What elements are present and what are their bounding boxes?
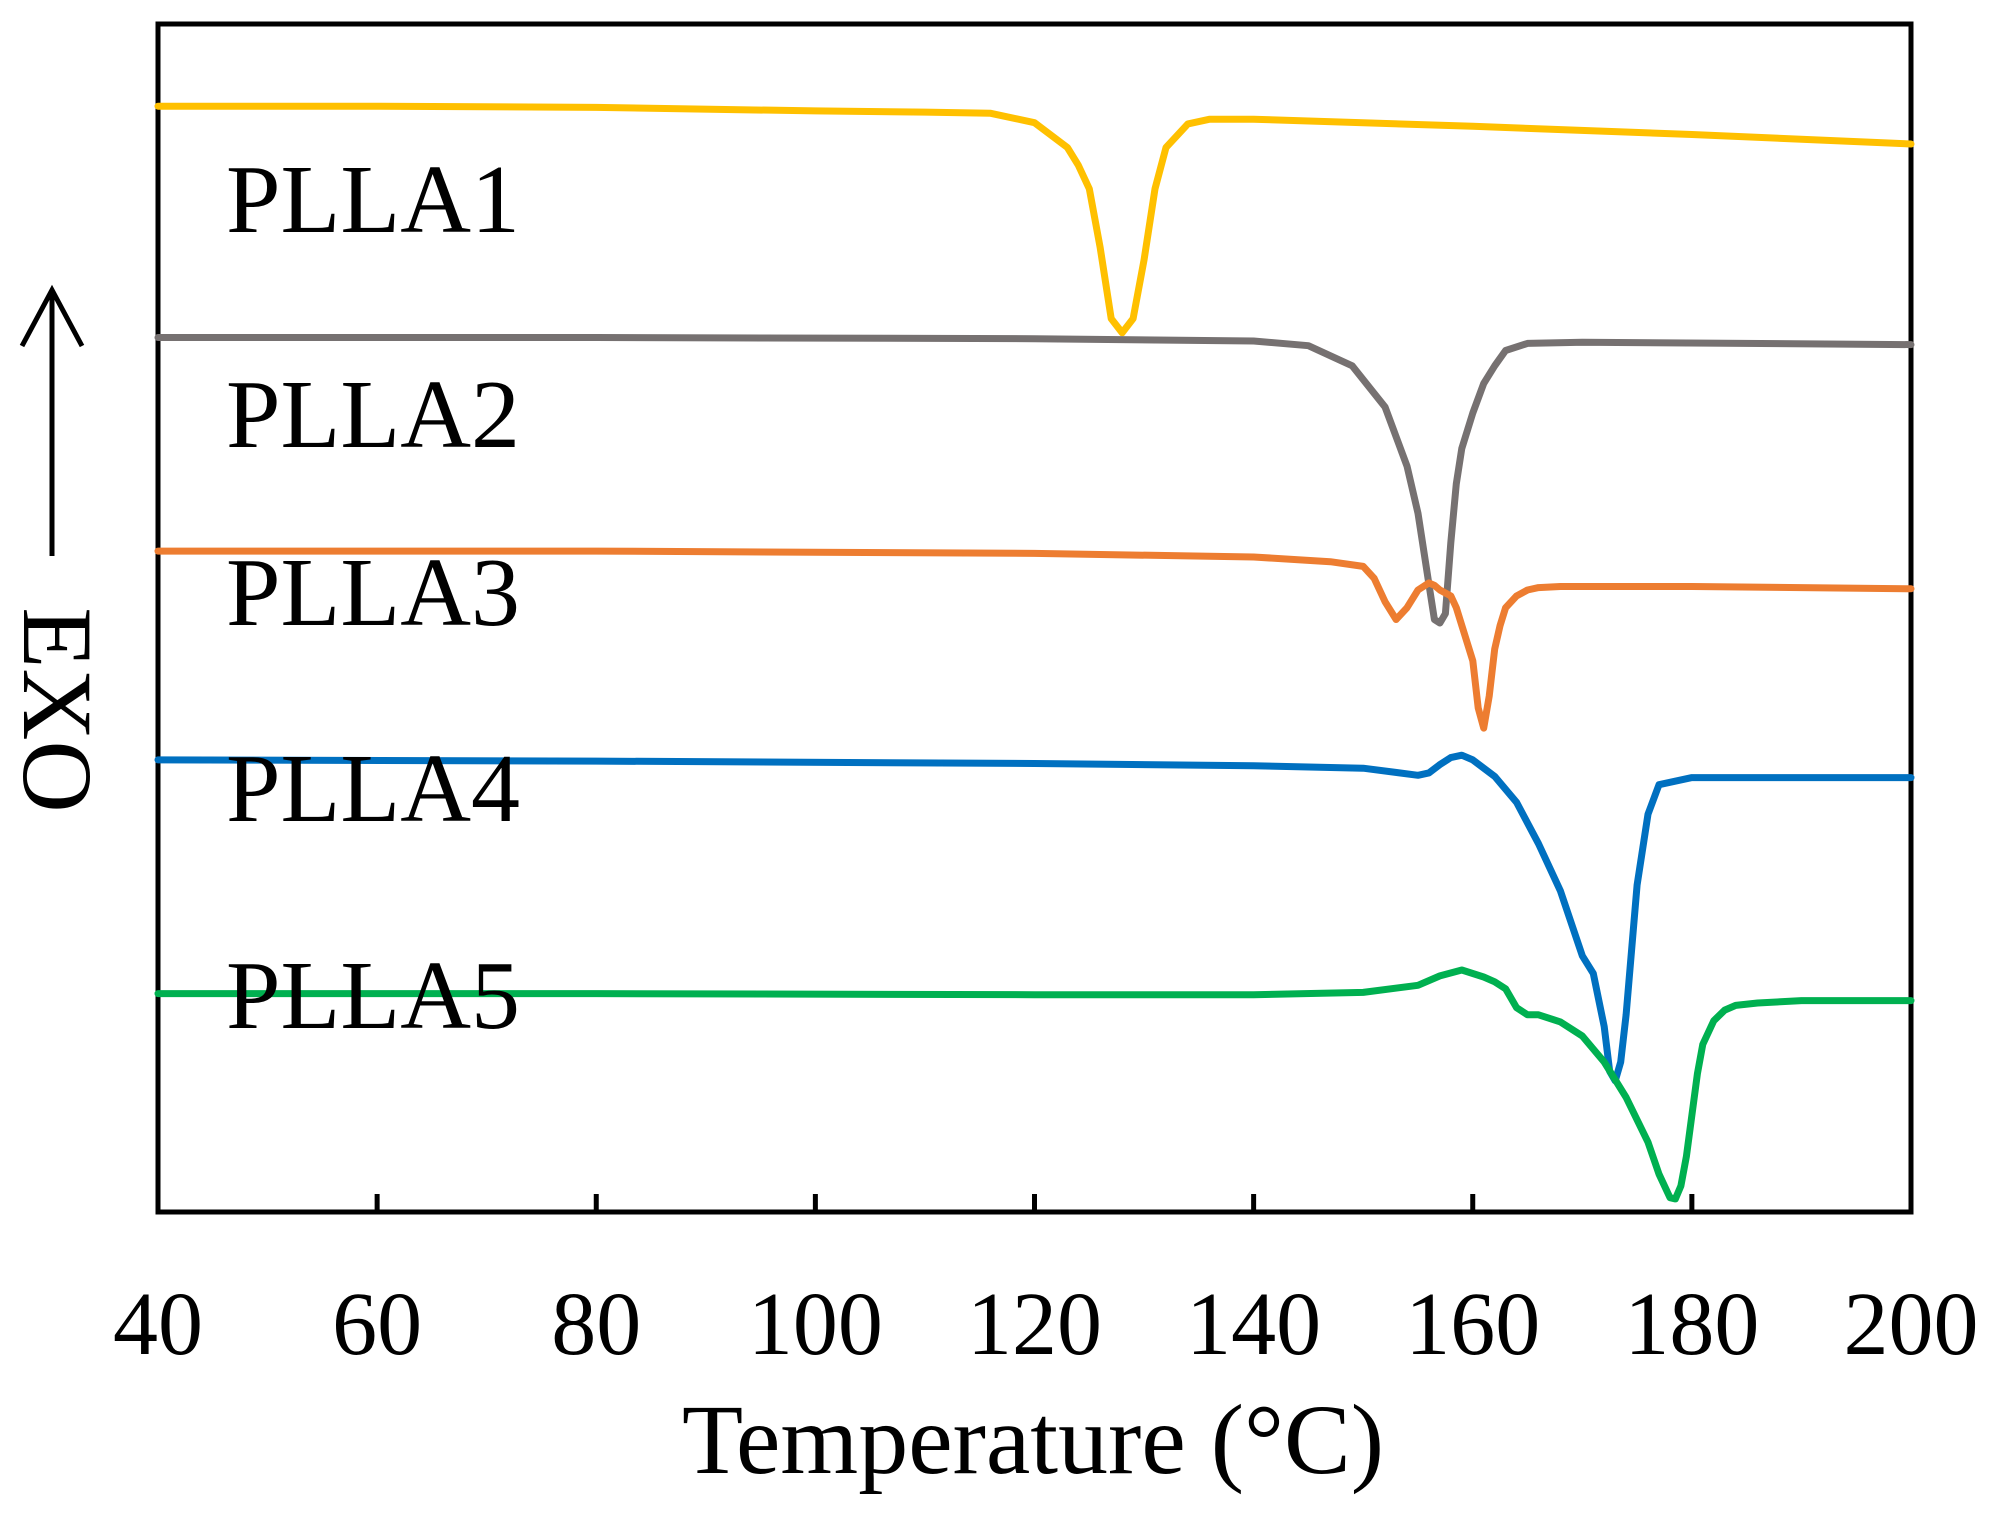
x-axis-title: Temperature (°C) <box>682 1384 1384 1495</box>
x-tick-label: 100 <box>748 1275 883 1374</box>
x-tick-label: 180 <box>1624 1275 1759 1374</box>
series-label-plla4: PLLA4 <box>226 735 520 843</box>
y-axis-title: EXO <box>2 607 113 813</box>
x-tick-label: 160 <box>1405 1275 1540 1374</box>
series-labels: PLLA1 PLLA2 PLLA3 PLLA4 PLLA5 <box>226 146 520 1050</box>
x-tick-label: 140 <box>1186 1275 1321 1374</box>
x-tick-label: 40 <box>113 1275 203 1374</box>
y-axis-label: EXO <box>2 284 113 813</box>
series-label-plla5: PLLA5 <box>226 942 520 1050</box>
series-line-plla4 <box>154 751 1915 1085</box>
x-axis-ticks <box>374 1194 1695 1212</box>
series-line-plla1 <box>154 102 1915 337</box>
x-tick-label: 120 <box>967 1275 1102 1374</box>
series-line-plla5 <box>154 966 1915 1203</box>
x-axis-tick-labels: 40 60 80 100 120 140 160 180 200 <box>113 1275 1979 1374</box>
x-tick-label: 60 <box>332 1275 422 1374</box>
series-label-plla2: PLLA2 <box>226 361 520 469</box>
exo-arrow-icon <box>19 284 85 348</box>
series-label-plla3: PLLA3 <box>226 539 520 647</box>
x-tick-label: 80 <box>551 1275 641 1374</box>
series-lines <box>154 102 1915 1203</box>
series-line-plla3 <box>154 547 1915 732</box>
series-line-plla2 <box>154 334 1915 627</box>
series-label-plla1: PLLA1 <box>226 146 520 254</box>
x-tick-label: 200 <box>1844 1275 1979 1374</box>
